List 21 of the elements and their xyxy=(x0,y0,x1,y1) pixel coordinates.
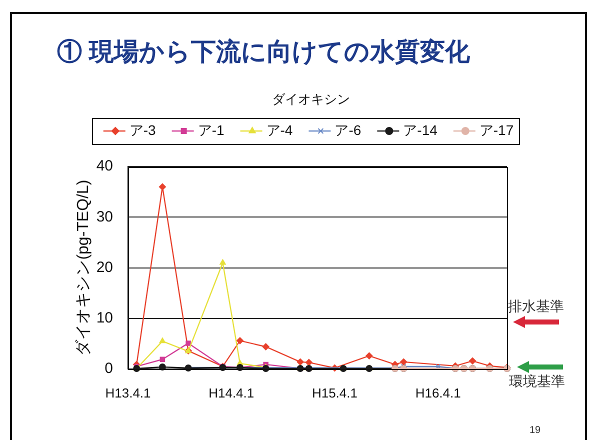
text: 環境基準 xyxy=(509,372,565,389)
legend-label: ア-4 xyxy=(266,122,293,138)
chart-subtitle: ダイオキシン xyxy=(272,91,350,106)
y-tick-label: 10 xyxy=(96,310,113,327)
legend-label: ア-6 xyxy=(334,122,362,138)
y-tick-label: 30 xyxy=(96,208,113,226)
x-tick-label: H14.4.1 xyxy=(208,385,254,400)
y-tick-label: 0 xyxy=(104,360,113,378)
x-tick-label: H13.4.1 xyxy=(105,385,151,400)
legend-label: ア-3 xyxy=(129,122,156,138)
y-tick-label: 20 xyxy=(96,258,113,276)
chart-title: ① 現場から下流に向けての水質変化 xyxy=(57,37,470,67)
legend-label: ア-1 xyxy=(198,122,224,138)
legend-label: ア-17 xyxy=(479,122,514,138)
text: 19 xyxy=(529,424,541,436)
x-tick-label: H16.4.1 xyxy=(415,385,461,400)
text: 排水基準 xyxy=(508,298,564,314)
x-tick-label: H15.4.1 xyxy=(312,385,358,400)
y-tick-label: 40 xyxy=(96,158,113,175)
legend-label: ア-14 xyxy=(403,122,438,138)
y-axis-title: ダイオキシン(pg-TEQ/L) xyxy=(75,180,92,356)
